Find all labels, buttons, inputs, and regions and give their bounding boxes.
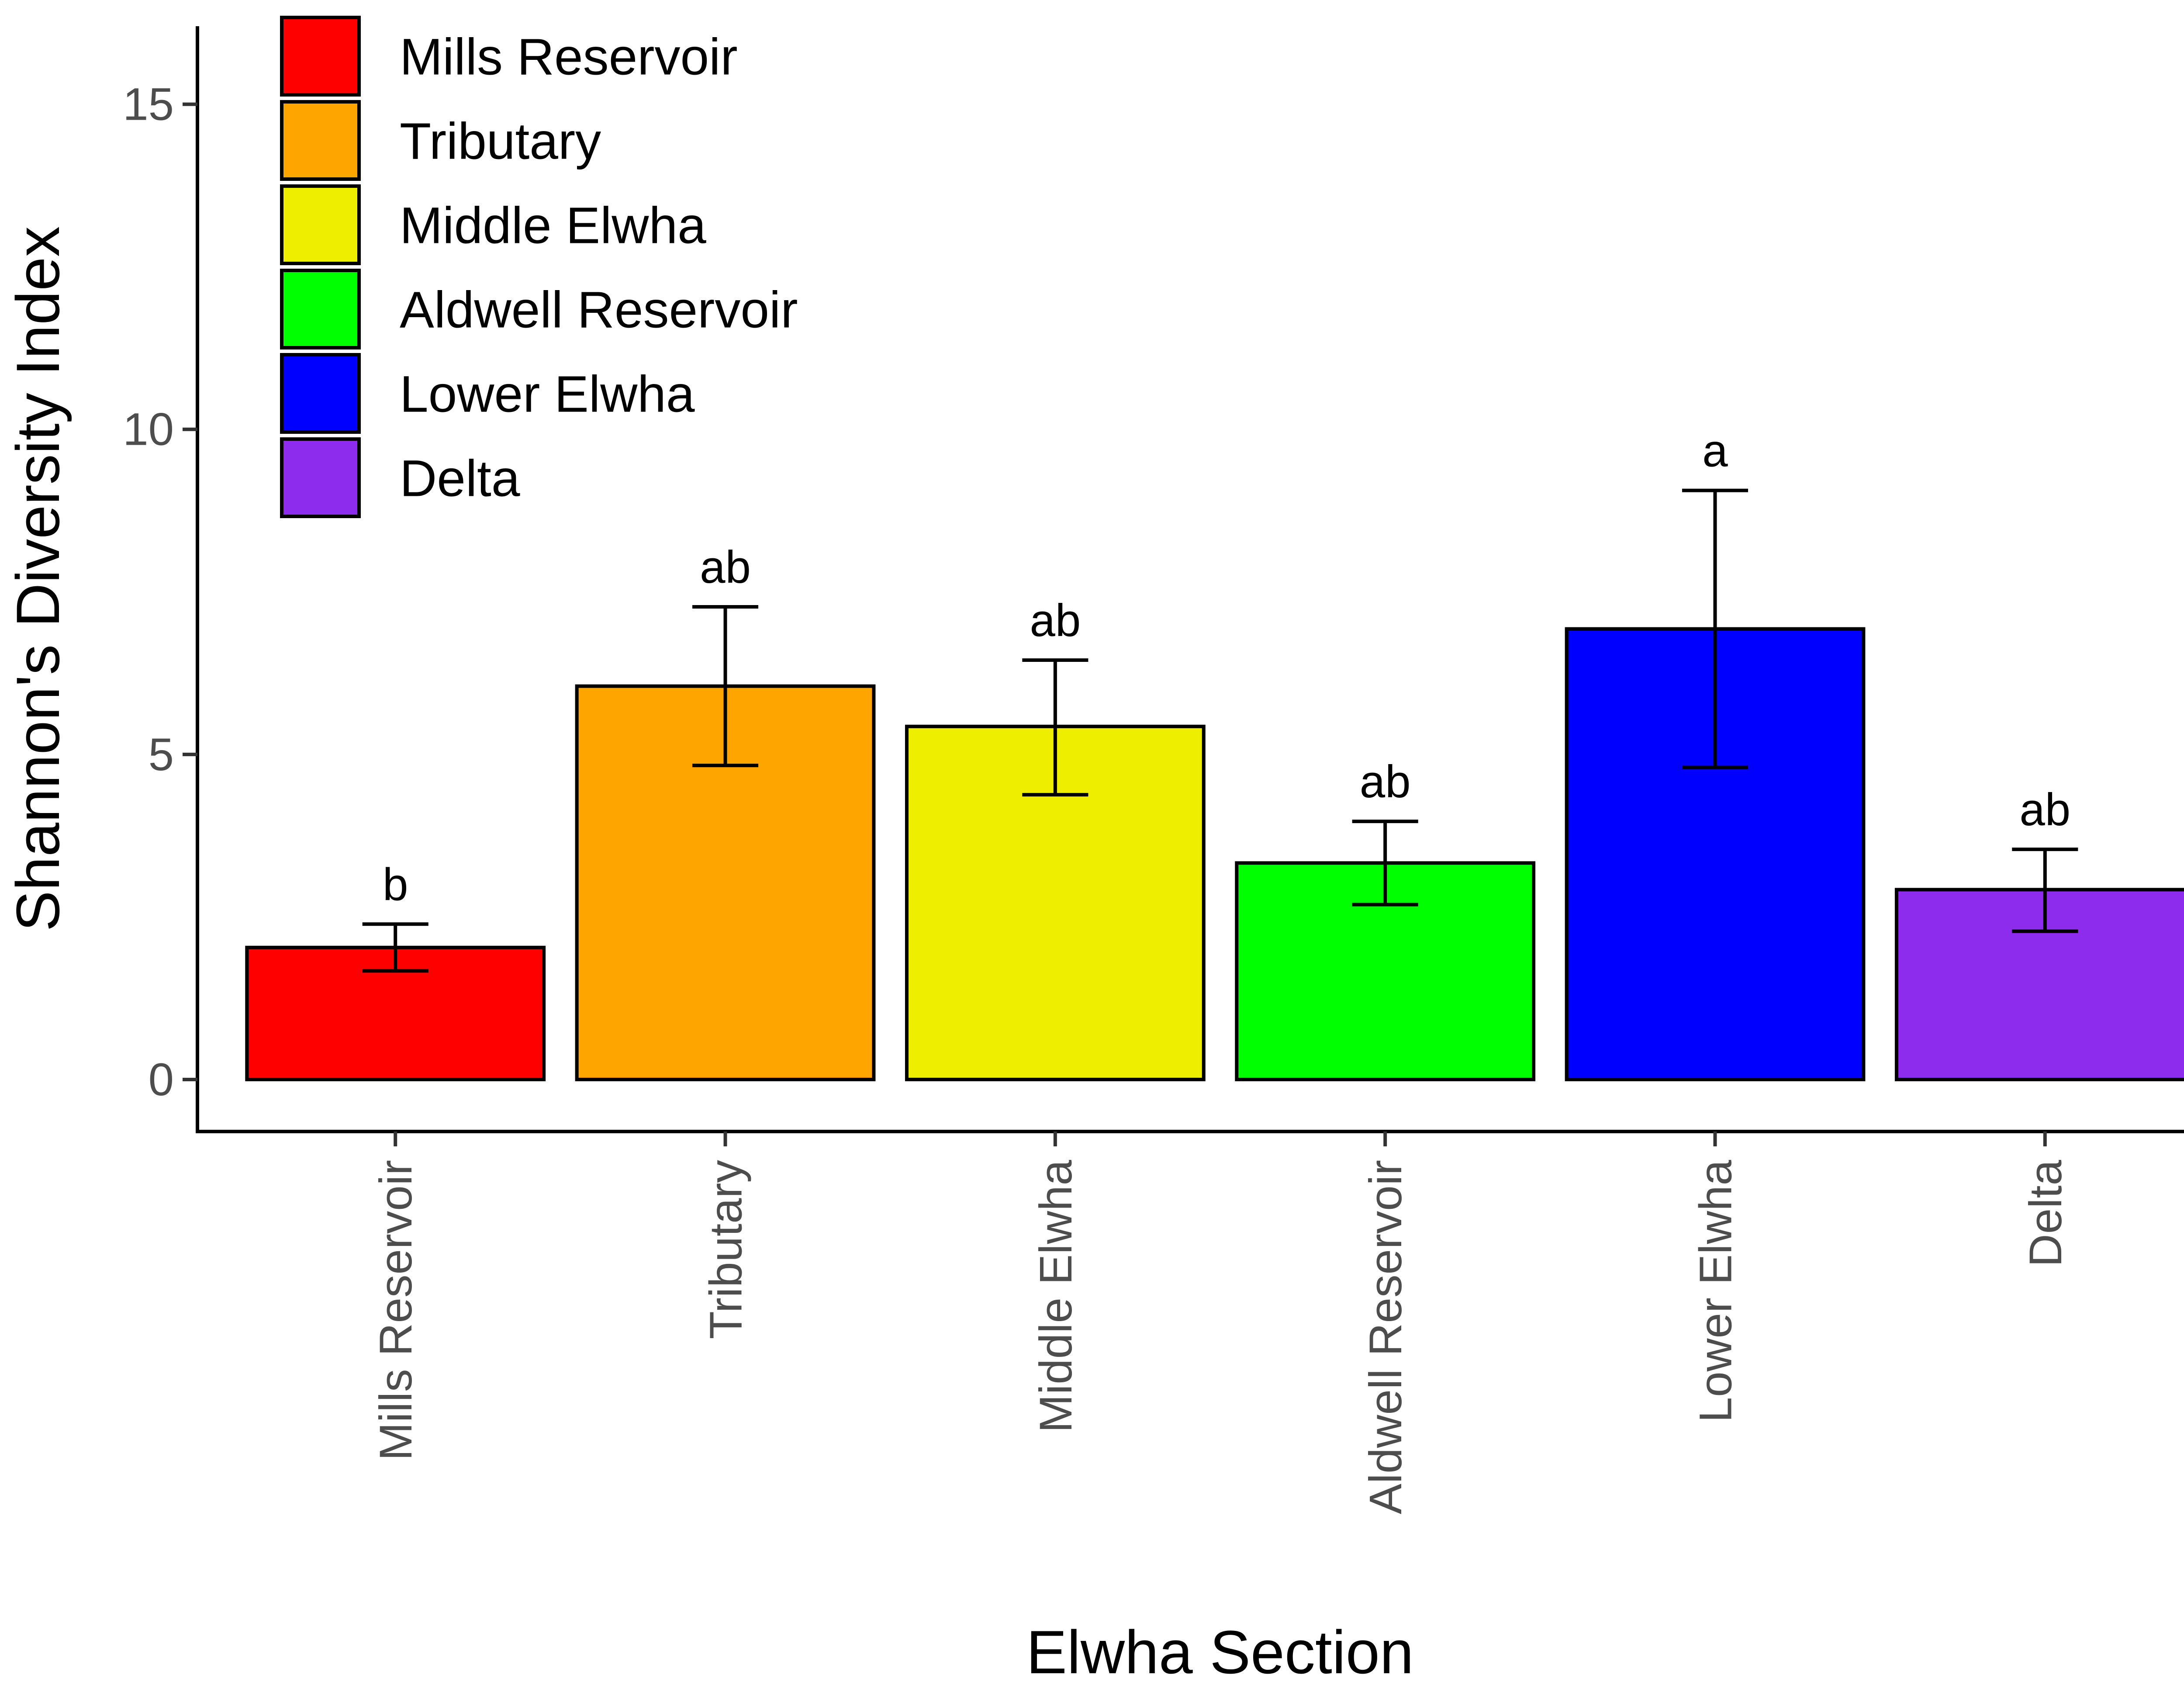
significance-label-2: ab <box>1030 595 1081 646</box>
legend-key-4 <box>280 353 361 434</box>
bar-5 <box>1894 888 2184 1081</box>
error-bar-2 <box>1022 658 1089 797</box>
x-tick-label: Lower Elwha <box>1690 1159 1741 1422</box>
legend-label-0: Mills Reservoir <box>400 28 738 86</box>
x-tick-label: Mills Reservoir <box>370 1160 422 1460</box>
error-bar-3 <box>1352 820 1418 907</box>
legend-key-5 <box>280 437 361 518</box>
significance-label-5: ab <box>2019 784 2070 835</box>
significance-label-4: a <box>1702 426 1728 477</box>
significance-label-1: ab <box>700 542 751 593</box>
x-tick-label: Middle Elwha <box>1030 1159 1082 1433</box>
significance-label-0: b <box>383 859 408 910</box>
legend-label-4: Lower Elwha <box>400 366 695 423</box>
legend-label-5: Delta <box>400 450 520 508</box>
legend-key-1 <box>280 100 361 181</box>
x-tick-label: Delta <box>2020 1159 2071 1267</box>
y-tick-label: 10 <box>123 404 174 455</box>
error-bar-5 <box>2012 848 2078 933</box>
axes <box>196 26 2184 1133</box>
x-tick-label: Aldwell Reservoir <box>1360 1160 1411 1514</box>
legend: Mills Reservoir Tributary Middle Elwha Aldw… <box>280 16 798 518</box>
error-bar-1 <box>692 605 759 768</box>
error-bar-0 <box>362 922 429 973</box>
legend-label-3: Aldwell Reservoir <box>400 281 798 339</box>
error-bar-4 <box>1682 488 1749 769</box>
y-tick-label: 5 <box>149 729 174 780</box>
legend-label-1: Tributary <box>400 113 601 170</box>
x-axis-title: Elwha Section <box>1026 1618 1413 1686</box>
y-axis-title: Shannon's Diversity Index <box>3 226 72 931</box>
y-tick-label: 0 <box>149 1054 174 1105</box>
significance-label-3: ab <box>1360 756 1411 807</box>
legend-key-2 <box>280 184 361 265</box>
y-ticks: 0 5 10 15 <box>123 79 197 1105</box>
y-tick-label: 15 <box>123 79 174 130</box>
x-tick-label: Tributary <box>701 1160 752 1339</box>
x-ticks: Mills Reservoir Tributary Middle Elwha Aldw… <box>370 1132 2071 1514</box>
legend-key-0 <box>280 16 361 97</box>
legend-key-3 <box>280 269 361 350</box>
plot-area: b ab ab ab a ab <box>245 426 2184 1081</box>
legend-label-2: Middle Elwha <box>400 197 706 255</box>
